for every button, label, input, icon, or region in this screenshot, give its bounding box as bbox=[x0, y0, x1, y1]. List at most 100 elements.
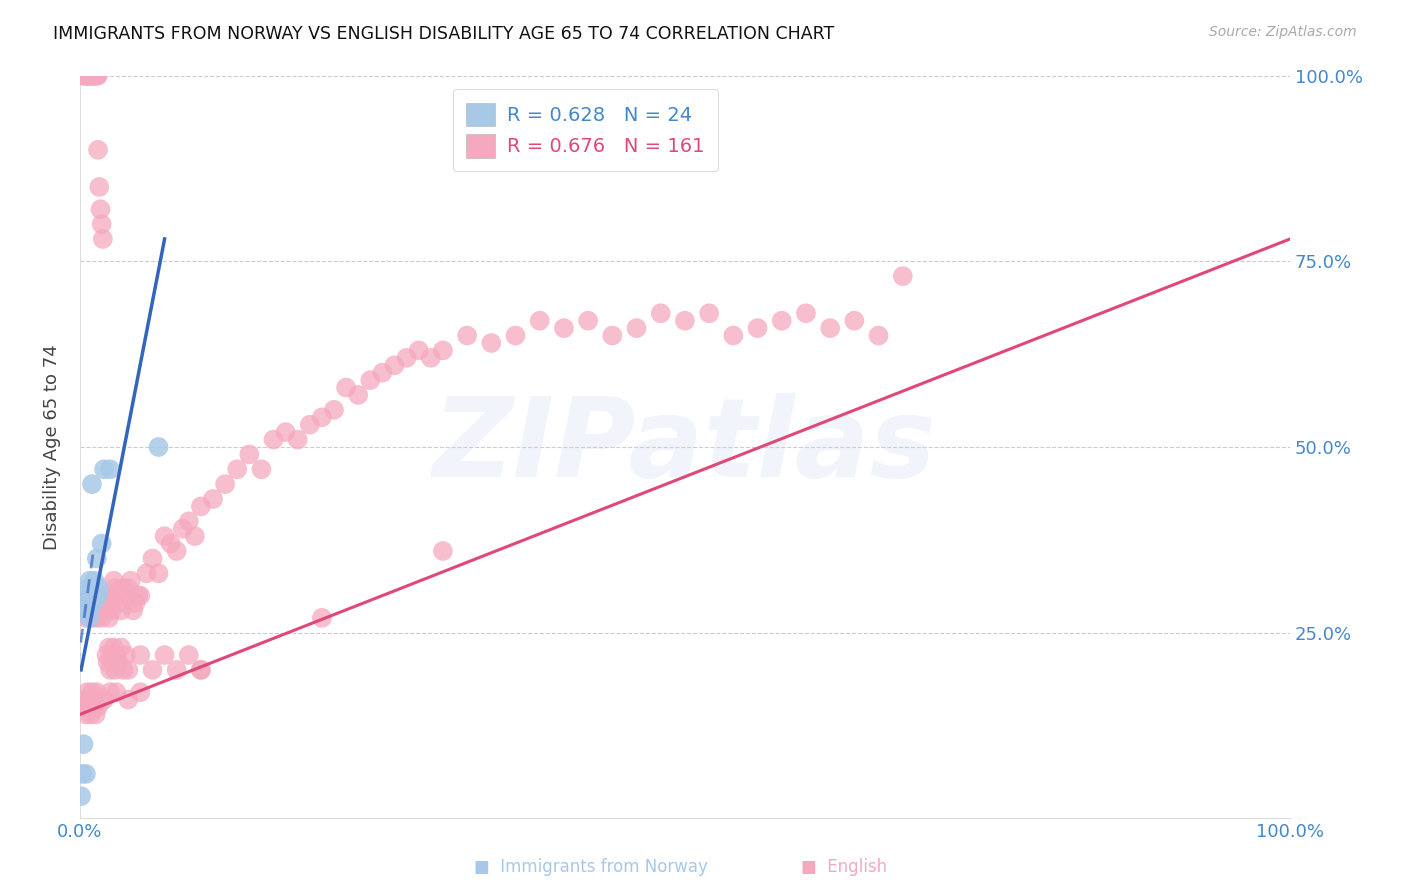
Y-axis label: Disability Age 65 to 74: Disability Age 65 to 74 bbox=[44, 344, 60, 549]
Point bbox=[79, 611, 101, 625]
Point bbox=[100, 603, 122, 617]
Point bbox=[83, 69, 105, 83]
Point bbox=[190, 663, 212, 677]
Point bbox=[87, 700, 110, 714]
Point bbox=[79, 69, 101, 83]
Point bbox=[697, 306, 720, 320]
Point bbox=[105, 589, 128, 603]
Point bbox=[148, 566, 170, 581]
Point bbox=[122, 603, 145, 617]
Point bbox=[298, 417, 321, 432]
Point bbox=[311, 410, 333, 425]
Point bbox=[77, 596, 100, 610]
Point bbox=[87, 589, 110, 603]
Point bbox=[77, 603, 100, 617]
Point bbox=[456, 328, 478, 343]
Point bbox=[107, 656, 129, 670]
Point bbox=[73, 69, 96, 83]
Point bbox=[77, 69, 100, 83]
Point bbox=[127, 589, 149, 603]
Point bbox=[479, 336, 502, 351]
Point bbox=[124, 596, 146, 610]
Point bbox=[153, 529, 176, 543]
Point bbox=[100, 648, 122, 662]
Point bbox=[84, 69, 107, 83]
Point bbox=[184, 529, 207, 543]
Point bbox=[72, 69, 94, 83]
Point bbox=[359, 373, 381, 387]
Point bbox=[166, 544, 188, 558]
Point bbox=[80, 589, 103, 603]
Point bbox=[395, 351, 418, 365]
Point bbox=[226, 462, 249, 476]
Point bbox=[76, 69, 98, 83]
Point bbox=[72, 700, 94, 714]
Point bbox=[89, 202, 111, 217]
Point bbox=[115, 648, 138, 662]
Point bbox=[75, 596, 97, 610]
Point bbox=[794, 306, 817, 320]
Point bbox=[80, 707, 103, 722]
Point bbox=[129, 589, 152, 603]
Point bbox=[335, 380, 357, 394]
Point bbox=[86, 685, 108, 699]
Point bbox=[190, 500, 212, 514]
Point bbox=[79, 692, 101, 706]
Point bbox=[75, 707, 97, 722]
Point bbox=[82, 596, 104, 610]
Point bbox=[87, 143, 110, 157]
Point bbox=[98, 663, 121, 677]
Point bbox=[177, 648, 200, 662]
Point bbox=[87, 69, 110, 83]
Point bbox=[89, 581, 111, 595]
Point bbox=[104, 663, 127, 677]
Point bbox=[770, 314, 793, 328]
Point bbox=[117, 692, 139, 706]
Point bbox=[80, 69, 103, 83]
Point bbox=[250, 462, 273, 476]
Point bbox=[505, 328, 527, 343]
Point bbox=[818, 321, 841, 335]
Point bbox=[201, 491, 224, 506]
Point bbox=[75, 611, 97, 625]
Point bbox=[82, 596, 104, 610]
Point bbox=[90, 536, 112, 550]
Point bbox=[93, 589, 115, 603]
Point bbox=[82, 69, 104, 83]
Legend: R = 0.628   N = 24, R = 0.676   N = 161: R = 0.628 N = 24, R = 0.676 N = 161 bbox=[453, 89, 718, 171]
Point bbox=[72, 737, 94, 751]
Point bbox=[86, 69, 108, 83]
Point bbox=[723, 328, 745, 343]
Point bbox=[159, 536, 181, 550]
Point bbox=[76, 69, 98, 83]
Point bbox=[77, 700, 100, 714]
Point bbox=[72, 69, 94, 83]
Point bbox=[384, 358, 406, 372]
Point bbox=[529, 314, 551, 328]
Point bbox=[371, 366, 394, 380]
Text: ■  Immigrants from Norway: ■ Immigrants from Norway bbox=[474, 858, 707, 876]
Point bbox=[83, 69, 105, 83]
Point bbox=[77, 69, 100, 83]
Point bbox=[105, 685, 128, 699]
Point bbox=[274, 425, 297, 439]
Point bbox=[76, 589, 98, 603]
Point bbox=[650, 306, 672, 320]
Point bbox=[141, 663, 163, 677]
Point bbox=[96, 603, 118, 617]
Point bbox=[141, 551, 163, 566]
Point bbox=[84, 589, 107, 603]
Point bbox=[110, 603, 132, 617]
Point bbox=[153, 648, 176, 662]
Point bbox=[73, 692, 96, 706]
Point bbox=[86, 551, 108, 566]
Point bbox=[214, 477, 236, 491]
Point bbox=[101, 656, 124, 670]
Point bbox=[84, 707, 107, 722]
Point bbox=[72, 69, 94, 83]
Point bbox=[432, 343, 454, 358]
Point bbox=[104, 581, 127, 595]
Point bbox=[82, 69, 104, 83]
Point bbox=[311, 611, 333, 625]
Point bbox=[70, 789, 93, 804]
